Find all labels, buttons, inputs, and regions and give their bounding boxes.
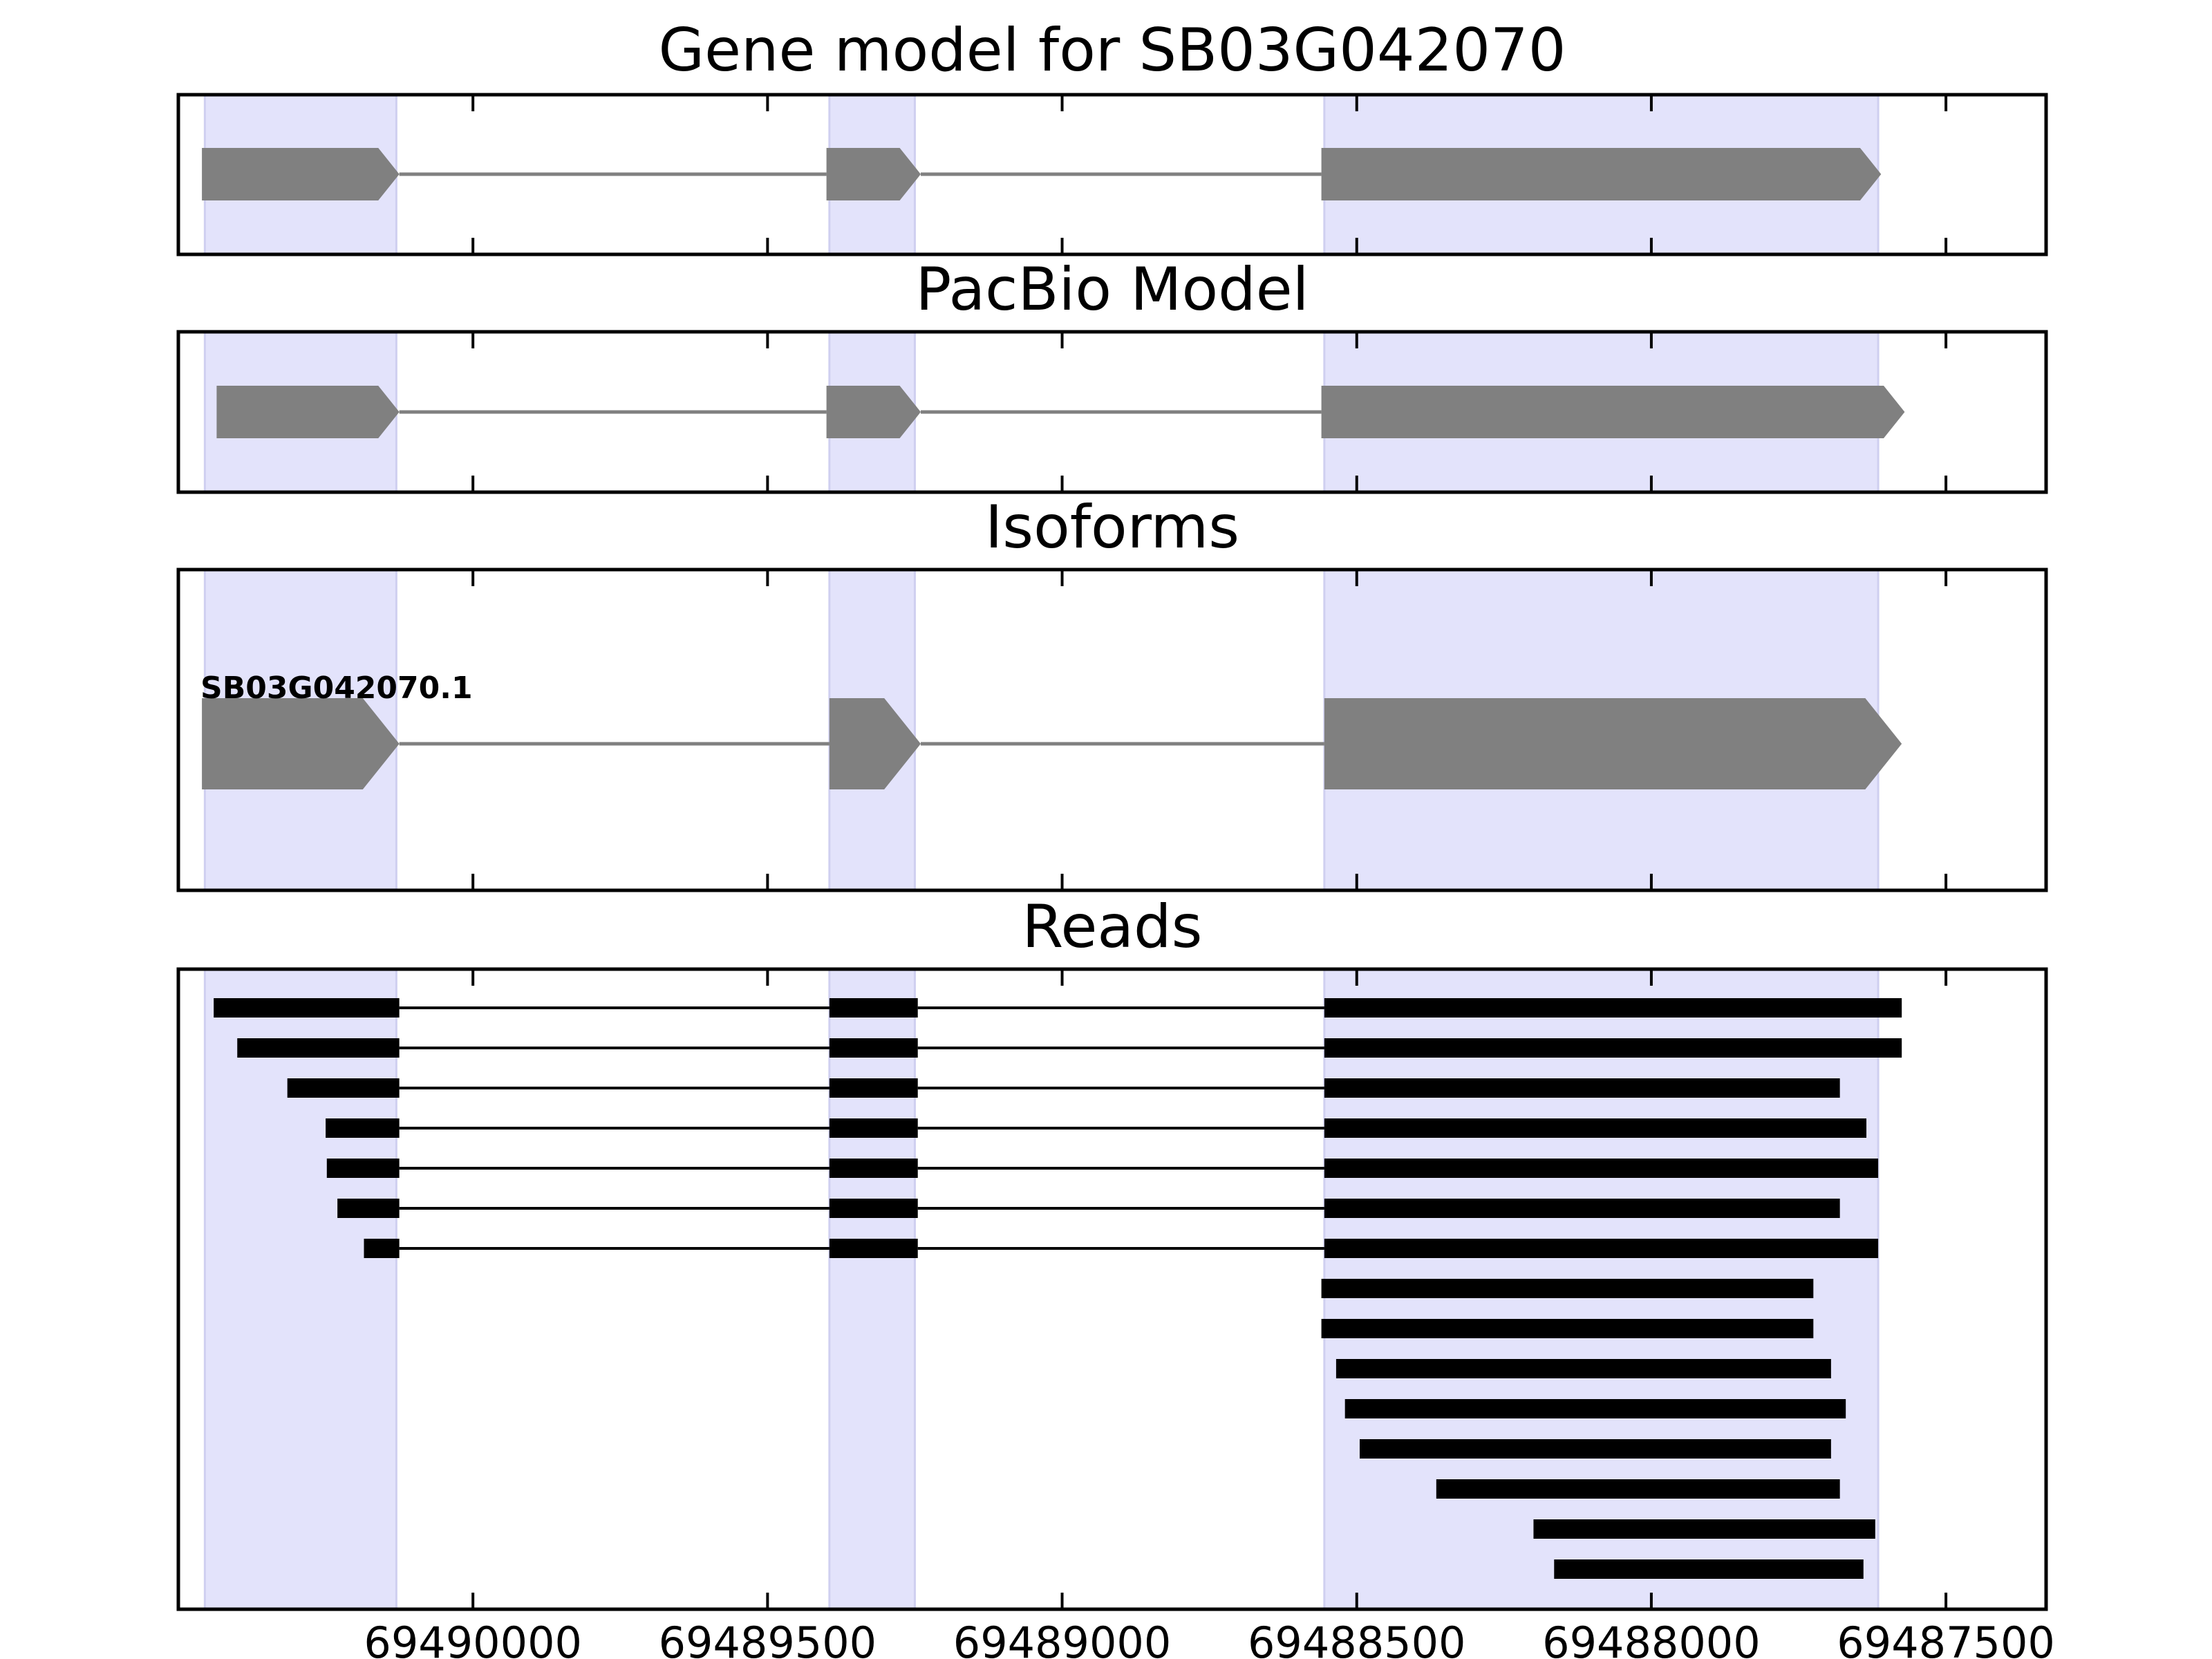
exon-block — [1321, 148, 1882, 200]
x-tick-label: 69490000 — [364, 1618, 582, 1659]
x-tick-label: 69488500 — [1248, 1618, 1466, 1659]
gene-model-panel: Gene model for SB03G042070 — [176, 16, 2048, 256]
exon-block — [202, 148, 400, 200]
exon-block — [826, 148, 921, 200]
read-segment — [1335, 1359, 1831, 1378]
read-segment — [1324, 1199, 1840, 1218]
exon-block — [202, 698, 400, 789]
tick-marks — [471, 969, 1948, 1609]
panel-frame — [176, 568, 2048, 892]
tick-marks — [471, 95, 1948, 254]
feature-group — [202, 148, 1882, 200]
isoform-label: SB03G042070.1 — [200, 671, 473, 706]
read-segment — [326, 1118, 400, 1138]
read-segment — [1359, 1439, 1831, 1459]
read-segment — [1344, 1399, 1846, 1418]
exon-region-shade — [828, 968, 916, 1611]
panel-title: Isoforms — [985, 493, 1239, 562]
read-segment — [1554, 1559, 1864, 1579]
read-segment — [237, 1038, 400, 1058]
exon-block — [826, 386, 921, 438]
tick-marks — [471, 570, 1948, 890]
pacbio-model-panel: PacBio Model — [176, 255, 2048, 494]
read-segment — [287, 1078, 400, 1098]
panel-frame — [176, 330, 2048, 494]
exon-block — [1321, 386, 1905, 438]
read-segment — [829, 1038, 918, 1058]
x-tick-label: 69489000 — [953, 1618, 1172, 1659]
read-segment — [829, 1239, 918, 1258]
read-segment — [829, 1159, 918, 1178]
tick-marks — [471, 332, 1948, 492]
read-segment — [1324, 1038, 1902, 1058]
feature-group — [216, 386, 1905, 438]
exon-block — [216, 386, 400, 438]
read-segment — [1321, 1319, 1814, 1338]
panel-title: Gene model for SB03G042070 — [659, 16, 1566, 85]
panel-frame — [176, 967, 2048, 1611]
panel-title: PacBio Model — [915, 255, 1309, 324]
read-segment — [829, 998, 918, 1018]
isoforms-panel: Isoforms SB03G042070.1 — [176, 493, 2048, 892]
read-segment — [1324, 1159, 1879, 1178]
exon-block — [829, 698, 921, 789]
read-segment — [1324, 1239, 1879, 1258]
read-segment — [326, 1159, 400, 1178]
read-segment — [214, 998, 400, 1018]
panel-title: Reads — [1022, 892, 1203, 962]
exon-block — [1324, 698, 1902, 789]
reads-panel: Reads — [176, 892, 2048, 1611]
read-segment — [337, 1199, 400, 1218]
read-segment — [829, 1078, 918, 1098]
read-segment — [1324, 1078, 1840, 1098]
x-tick-label: 69489500 — [659, 1618, 877, 1659]
read-segment — [1324, 998, 1902, 1018]
x-axis-tick-labels: 69490000 69489500 69489000 69488500 69488000… — [364, 1618, 2054, 1659]
read-segment — [829, 1118, 918, 1138]
x-tick-label: 69487500 — [1837, 1618, 2055, 1659]
x-tick-label: 69488000 — [1542, 1618, 1761, 1659]
panel-frame — [176, 93, 2048, 256]
read-segment — [1324, 1118, 1867, 1138]
read-segment — [1436, 1479, 1840, 1499]
exon-region-shade — [203, 968, 397, 1611]
read-segment — [1533, 1519, 1875, 1539]
feature-group — [202, 698, 1902, 789]
read-segment — [829, 1199, 918, 1218]
read-group — [214, 998, 1902, 1579]
read-segment — [364, 1239, 400, 1258]
read-segment — [1321, 1279, 1814, 1298]
